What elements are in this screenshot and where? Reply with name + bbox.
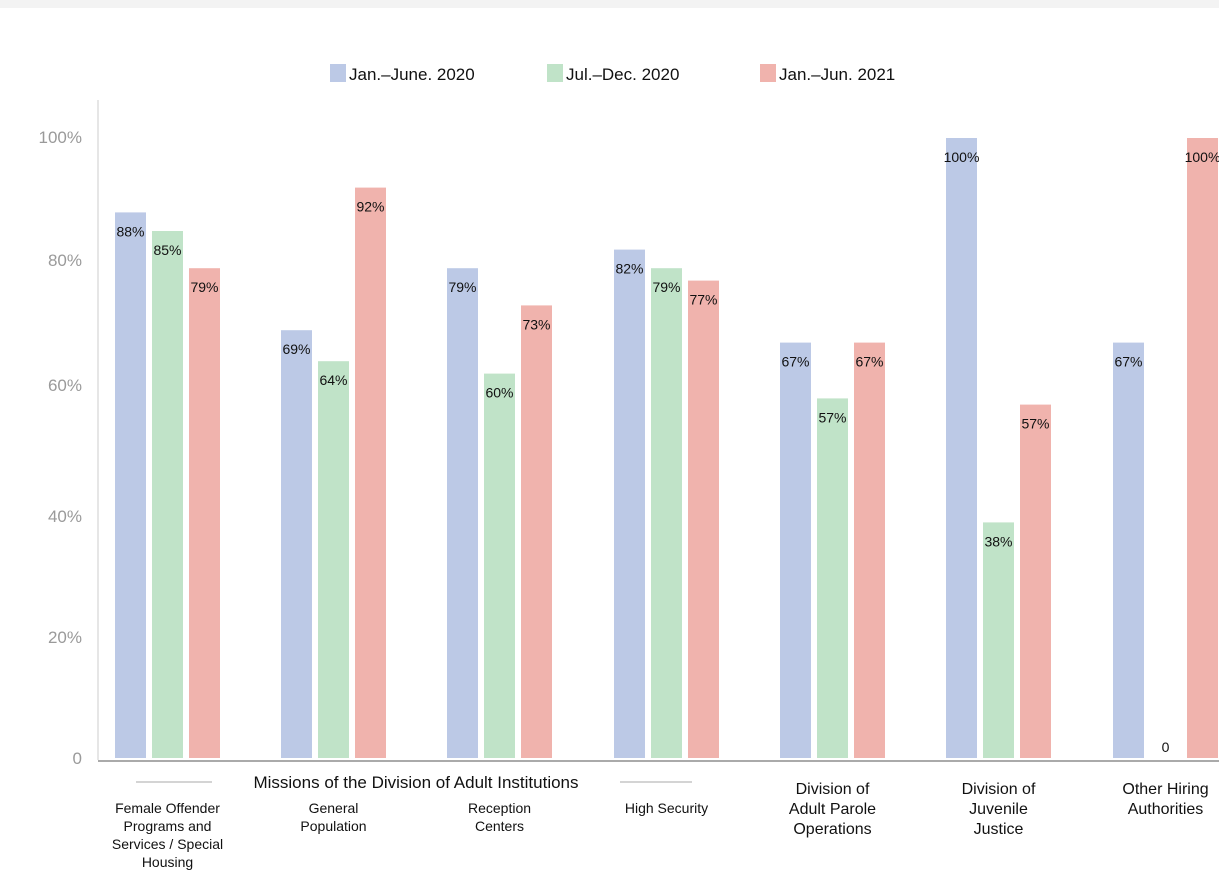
y-axis-ticks: 0 20% 40% 60% 80% 100% [39, 128, 82, 768]
bar [115, 212, 146, 758]
data-label: 100% [944, 149, 980, 165]
bar [484, 373, 515, 758]
data-label: 67% [781, 354, 809, 370]
category-label-line: Authorities [1128, 801, 1204, 818]
category-label-line: Adult Parole [789, 801, 876, 818]
data-label: 88% [116, 223, 144, 239]
category-label: Division of Adult Parole Operations [789, 781, 876, 838]
category-label-line: Reception [468, 800, 531, 816]
bar [651, 268, 682, 758]
y-tick-label: 100% [39, 128, 82, 147]
y-tick-label: 0 [73, 749, 82, 768]
category-label: High Security [625, 800, 708, 816]
bar [614, 249, 645, 758]
y-tick-label: 40% [48, 507, 82, 526]
data-label: 79% [652, 279, 680, 295]
bar [281, 330, 312, 758]
category-label-line: Operations [793, 821, 871, 838]
category-label-line: Other Hiring [1122, 781, 1208, 798]
data-label: 77% [689, 292, 717, 308]
data-label: 92% [356, 199, 384, 215]
legend-label: Jan.–Jun. 2021 [779, 65, 895, 84]
category-label-line: Housing [142, 854, 193, 870]
legend-swatch [547, 64, 563, 82]
category-label-line: Justice [974, 821, 1024, 838]
bar [780, 342, 811, 758]
category-label: General Population [300, 800, 366, 834]
category-label: Female Offender Programs and Services / Sp… [112, 800, 223, 870]
data-label: 85% [153, 242, 181, 258]
data-label: 82% [615, 261, 643, 277]
category-label-line: Female Offender [115, 800, 220, 816]
category-label-line: Population [300, 818, 366, 834]
legend-label: Jan.–June. 2020 [349, 65, 475, 84]
bar [189, 268, 220, 758]
category-label: Reception Centers [468, 800, 531, 834]
bar [1020, 404, 1051, 758]
bar [1113, 342, 1144, 758]
top-band [0, 0, 1219, 8]
bars [115, 138, 1218, 759]
category-label: Other Hiring Authorities [1122, 781, 1208, 818]
category-label-line: Programs and [124, 818, 212, 834]
data-label: 67% [1114, 354, 1142, 370]
x-axis-category-labels: Female Offender Programs and Services / Sp… [112, 781, 1209, 870]
legend-label: Jul.–Dec. 2020 [566, 65, 679, 84]
legend-swatch [760, 64, 776, 82]
data-label: 79% [190, 279, 218, 295]
bar [688, 280, 719, 758]
category-label-line: Division of [962, 781, 1036, 798]
data-label: 57% [818, 409, 846, 425]
data-label: 100% [1185, 149, 1219, 165]
category-label-line: General [309, 800, 359, 816]
bar [817, 398, 848, 758]
bar [355, 187, 386, 759]
bar [447, 268, 478, 758]
data-label: 0 [1162, 739, 1170, 755]
category-label-line: Division of [796, 781, 870, 798]
adult-institutions-bracket: Missions of the Division of Adult Instit… [136, 773, 692, 792]
bar [318, 361, 349, 758]
y-tick-label: 20% [48, 628, 82, 647]
data-label: 60% [485, 385, 513, 401]
legend: Jan.–June. 2020 Jul.–Dec. 2020 Jan.–Jun. 2… [330, 64, 895, 84]
data-label: 67% [855, 354, 883, 370]
bar [854, 342, 885, 758]
data-label: 73% [522, 316, 550, 332]
bar [521, 305, 552, 758]
data-label: 57% [1021, 416, 1049, 432]
category-label-line: Juvenile [969, 801, 1028, 818]
category-label-line: High Security [625, 800, 708, 816]
data-label: 69% [282, 341, 310, 357]
category-label: Division of Juvenile Justice [962, 781, 1036, 838]
bar [152, 231, 183, 758]
category-label-line: Services / Special [112, 836, 223, 852]
data-labels: 88% 69% 79% 82% 67% 100% 67% 85% 64% 60% 79% 57% 38%… [116, 149, 1219, 755]
bar [1187, 138, 1218, 758]
data-label: 38% [984, 533, 1012, 549]
bracket-label: Missions of the Division of Adult Instit… [253, 773, 578, 792]
data-label: 79% [448, 279, 476, 295]
category-label-line: Centers [475, 818, 524, 834]
bar [983, 522, 1014, 758]
legend-swatch [330, 64, 346, 82]
y-tick-label: 80% [48, 251, 82, 270]
y-tick-label: 60% [48, 376, 82, 395]
data-label: 64% [319, 372, 347, 388]
bar [946, 138, 977, 758]
